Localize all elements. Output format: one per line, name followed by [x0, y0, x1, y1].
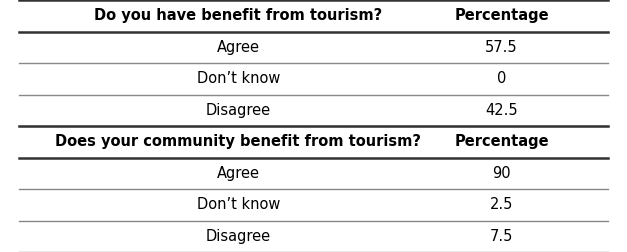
Text: Agree: Agree: [217, 166, 260, 181]
Text: Don’t know: Don’t know: [197, 197, 280, 212]
Text: Don’t know: Don’t know: [197, 71, 280, 86]
Text: Do you have benefit from tourism?: Do you have benefit from tourism?: [94, 8, 382, 23]
Text: Disagree: Disagree: [206, 103, 271, 118]
Text: 42.5: 42.5: [485, 103, 518, 118]
Text: Does your community benefit from tourism?: Does your community benefit from tourism…: [55, 134, 421, 149]
Text: Agree: Agree: [217, 40, 260, 55]
Text: 57.5: 57.5: [485, 40, 518, 55]
Text: Percentage: Percentage: [455, 8, 549, 23]
Text: Disagree: Disagree: [206, 229, 271, 244]
Text: 7.5: 7.5: [490, 229, 514, 244]
Text: 90: 90: [492, 166, 511, 181]
Text: 0: 0: [497, 71, 506, 86]
Text: Percentage: Percentage: [455, 134, 549, 149]
Text: 2.5: 2.5: [490, 197, 514, 212]
